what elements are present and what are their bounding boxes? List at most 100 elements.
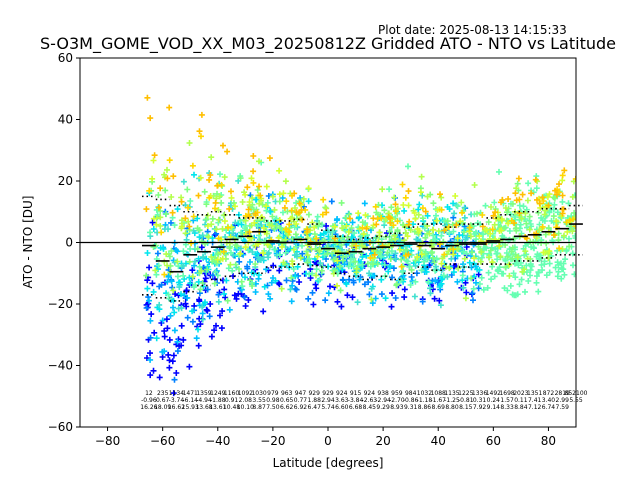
bin-std-label: 16.26: [140, 404, 157, 411]
y-axis: −60 −40 −20 0 20 40 60: [48, 51, 80, 434]
bin-mean-label: 0.67: [156, 397, 170, 404]
bin-count-label: 1135: [444, 390, 459, 397]
bin-mean-label: 0.91: [225, 397, 239, 404]
bin-std-label: 10.48: [223, 404, 240, 411]
y-axis-label: ATO - NTO [DU]: [21, 196, 35, 289]
x-tick-label: 0: [324, 434, 332, 448]
bin-std-label: 6.60: [335, 404, 349, 411]
bin-std-label: 6.68: [349, 404, 363, 411]
y-tick-label: −20: [48, 297, 73, 311]
x-axis-label: Latitude [degrees]: [273, 456, 384, 470]
scatter-series-10: [143, 94, 568, 258]
bin-count-label: 963: [281, 390, 293, 397]
bin-count-label: 12: [145, 390, 153, 397]
bin-std-label: 7.59: [556, 404, 570, 411]
bin-std-label: 13.61: [209, 404, 226, 411]
bin-mean-label: 0.98: [266, 397, 280, 404]
bin-count-label: 1134: [169, 390, 184, 397]
scatter-points: [143, 94, 576, 397]
bin-statistics: [142, 195, 583, 302]
bin-count-label: 924: [364, 390, 376, 397]
bin-mean-label: 0.31: [473, 397, 487, 404]
y-tick-label: 0: [65, 236, 73, 250]
bin-mean-label: 0.65: [280, 397, 294, 404]
bin-count-label: 915: [350, 390, 362, 397]
bin-std-label: 8.45: [363, 404, 377, 411]
bin-std-label: 5.74: [321, 404, 335, 411]
bin-std-label: 9.14: [487, 404, 501, 411]
bin-count-label: 1030: [251, 390, 266, 397]
bin-std-label: 8.86: [418, 404, 432, 411]
bin-mean-label: -1.18: [417, 397, 433, 404]
bin-mean-label: 7.41: [528, 397, 542, 404]
bin-std-label: 9.31: [404, 404, 418, 411]
bin-std-label: 15.93: [182, 404, 199, 411]
bin-count-label: 1249: [210, 390, 225, 397]
bin-mean-label: -0.86: [403, 397, 419, 404]
x-tick-label: 20: [375, 434, 390, 448]
plot-date: Plot date: 2025-08-13 14:15:33: [378, 23, 567, 37]
bin-std-label: 6.47: [308, 404, 322, 411]
bin-count-label: 1032: [417, 390, 432, 397]
x-tick-label: −40: [205, 434, 230, 448]
bin-std-label: 8.33: [500, 404, 514, 411]
bin-count-label: 1088: [431, 390, 446, 397]
x-tick-label: 80: [541, 434, 556, 448]
bin-mean-label: 1.57: [500, 397, 514, 404]
x-axis: −80 −60 −40 −20 0 20 40 60 80: [95, 427, 556, 448]
bin-mean-label: 0.11: [514, 397, 528, 404]
bin-mean-label: -3.74: [169, 397, 185, 404]
bin-mean-label: 0.77: [294, 397, 308, 404]
bin-std-label: 13.68: [195, 404, 212, 411]
bin-count-label: 959: [391, 390, 403, 397]
bin-std-label: 7.12: [528, 404, 542, 411]
x-tick-label: −60: [150, 434, 175, 448]
bin-count-label: 235: [157, 390, 169, 397]
x-tick-label: −20: [260, 434, 285, 448]
bin-count-label: 1225: [458, 390, 473, 397]
bin-mean-label: -3.84: [348, 397, 364, 404]
bin-count-label: 2023: [513, 390, 528, 397]
bin-count-label: 1471: [183, 390, 198, 397]
bin-count-label: 1492: [486, 390, 501, 397]
bin-mean-label: -2.94: [375, 397, 391, 404]
bin-mean-label: 3.40: [542, 397, 556, 404]
bin-mean-label: 0.24: [487, 397, 501, 404]
bin-std-label: 6.62: [280, 404, 294, 411]
chart-title: S-O3M_GOME_VOD_XX_M03_20250812Z Gridded …: [39, 34, 616, 53]
y-tick-label: −40: [48, 359, 73, 373]
bin-mean-label: 2.94: [321, 397, 335, 404]
bin-count-label: 938: [377, 390, 389, 397]
bin-count-label: 947: [295, 390, 307, 397]
bin-mean-label: -1.88: [210, 397, 226, 404]
bin-mean-label: 2.99: [556, 397, 570, 404]
bin-mean-label: -1.25: [444, 397, 460, 404]
bin-std-label: 18.09: [154, 404, 171, 411]
bin-mean-label: -2.63: [362, 397, 378, 404]
bin-std-label: 8.80: [445, 404, 459, 411]
bin-mean-label: -0.81: [458, 397, 474, 404]
bin-std-label: 8.87: [252, 404, 266, 411]
bin-mean-label: -4.94: [196, 397, 212, 404]
bin-count-label: 929: [322, 390, 334, 397]
bin-mean-label: 3.55: [252, 397, 266, 404]
bin-count-label: 929: [308, 390, 320, 397]
bin-count-label: 1336: [472, 390, 487, 397]
bin-std-label: 8.93: [390, 404, 404, 411]
bin-count-label: 979: [267, 390, 279, 397]
x-tick-label: 40: [431, 434, 446, 448]
bin-count-label: 872: [543, 390, 555, 397]
bin-std-label: 10.10: [237, 404, 254, 411]
bin-mean-label: 3.63: [335, 397, 349, 404]
y-tick-label: 20: [58, 174, 73, 188]
bin-std-label: 7.92: [473, 404, 487, 411]
bin-count-label: 1351: [527, 390, 542, 397]
bin-std-label: 8.15: [459, 404, 473, 411]
bin-mean-label: -2.70: [389, 397, 405, 404]
bin-mean-label: -1.67: [430, 397, 446, 404]
bin-count-label: 984: [405, 390, 417, 397]
bin-mean-label: -6.14: [182, 397, 198, 404]
bin-std-label: 6.92: [294, 404, 308, 411]
bin-mean-label: -0.96: [141, 397, 157, 404]
